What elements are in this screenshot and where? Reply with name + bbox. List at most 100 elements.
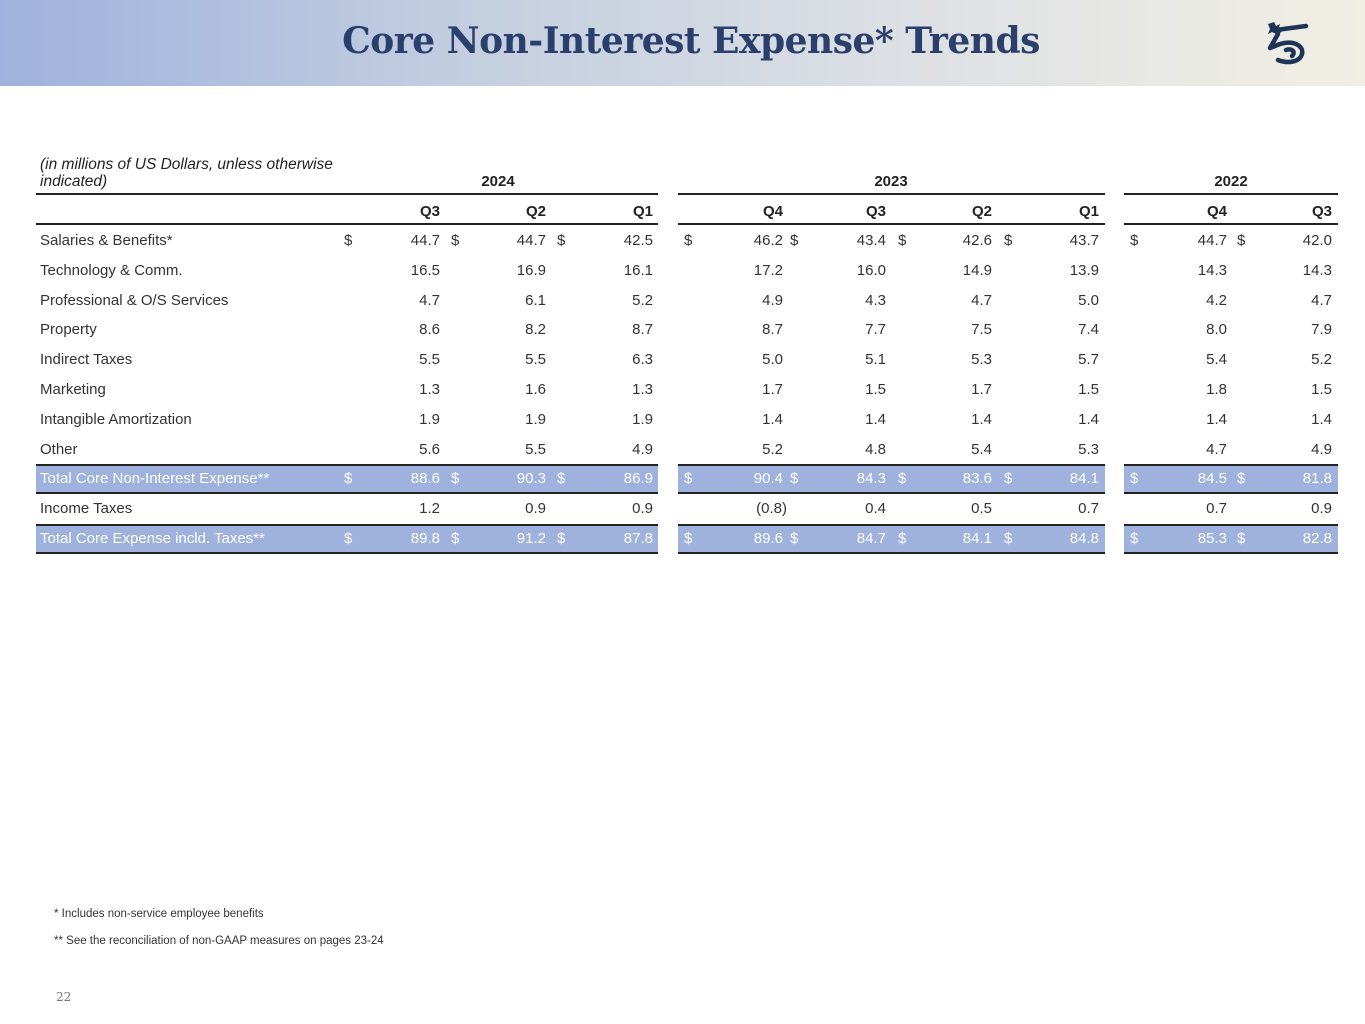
table-cell: 89.6 xyxy=(753,530,783,547)
table-cell: 8.7 xyxy=(632,321,653,339)
quarter-header: Q4 xyxy=(1206,203,1227,220)
year-divider-line xyxy=(1124,193,1338,195)
table-cell: 16.0 xyxy=(856,261,886,279)
table-cell: 1.5 xyxy=(1311,381,1332,398)
currency-symbol: $ xyxy=(451,470,460,488)
units-note-line-1: (in millions of US Dollars, unless other… xyxy=(40,156,333,173)
total-row-top-border xyxy=(36,464,658,467)
table-cell: 5.4 xyxy=(971,440,992,458)
table-cell: 44.7 xyxy=(1197,232,1227,249)
table-cell: 1.4 xyxy=(1206,410,1227,428)
table-cell: 1.5 xyxy=(1078,381,1099,398)
table-cell: 1.9 xyxy=(525,410,546,428)
total-row-shading xyxy=(678,464,1105,495)
table-cell: 0.5 xyxy=(971,500,992,518)
year-header-2024: 2024 xyxy=(481,173,515,190)
year-divider-line xyxy=(678,193,1105,195)
table-cell: 4.7 xyxy=(419,291,440,309)
table-row: Technology & Comm. 16.5 16.9 16.1 17.2 16.0 14… xyxy=(0,256,1365,286)
total-row-top-border xyxy=(678,524,1105,526)
table-cell: 5.0 xyxy=(762,351,783,369)
table-cell: 4.2 xyxy=(1206,291,1227,309)
total-row: Total Core Expense incld. Taxes** $89.8 $9… xyxy=(0,524,1365,554)
page-number: 22 xyxy=(56,990,72,1004)
table-row: Professional & O/S Services 4.7 6.1 5.2 4.9 4… xyxy=(0,286,1365,316)
quarter-header: Q3 xyxy=(865,203,886,220)
total-row-top-border xyxy=(678,464,1105,467)
table-cell: 4.9 xyxy=(762,291,783,309)
currency-symbol: $ xyxy=(1130,470,1139,488)
table-cell: 1.4 xyxy=(865,410,886,428)
currency-symbol: $ xyxy=(684,232,693,249)
row-label: Technology & Comm. xyxy=(40,261,183,279)
year-header-2022: 2022 xyxy=(1214,173,1248,190)
quarter-header: Q1 xyxy=(632,203,653,220)
row-label: Total Core Expense incld. Taxes** xyxy=(40,530,265,547)
table-cell: 4.7 xyxy=(1206,440,1227,458)
table-cell: 5.2 xyxy=(1311,351,1332,369)
currency-symbol: $ xyxy=(1004,470,1013,488)
table-cell: 5.2 xyxy=(632,291,653,309)
table-cell: 0.9 xyxy=(632,500,653,518)
total-row-top-border xyxy=(36,524,658,526)
table-cell: 91.2 xyxy=(516,530,546,547)
quarter-header: Q3 xyxy=(1311,203,1332,220)
table-row: Intangible Amortization 1.9 1.9 1.9 1.4 1.4 1.… xyxy=(0,405,1365,435)
row-label: Professional & O/S Services xyxy=(40,291,229,309)
table-cell: 0.4 xyxy=(865,500,886,518)
table-cell: 5.5 xyxy=(419,351,440,369)
table-cell: 0.9 xyxy=(1311,500,1332,518)
table-cell: 17.2 xyxy=(753,261,783,279)
table-cell: 85.3 xyxy=(1197,530,1227,547)
table-cell: 8.7 xyxy=(762,321,783,339)
table-cell: 5.0 xyxy=(1078,291,1099,309)
table-cell: 1.4 xyxy=(1311,410,1332,428)
total-row-top-border xyxy=(1124,464,1338,467)
currency-symbol: $ xyxy=(344,232,353,249)
currency-symbol: $ xyxy=(790,232,799,249)
quarter-header: Q4 xyxy=(762,203,783,220)
table-cell: 44.7 xyxy=(410,232,440,249)
currency-symbol: $ xyxy=(344,530,353,547)
total-row-shading xyxy=(36,524,658,554)
table-cell: 4.3 xyxy=(865,291,886,309)
row-label: Intangible Amortization xyxy=(40,410,192,428)
table-cell: 7.5 xyxy=(971,321,992,339)
table-cell: 5.7 xyxy=(1078,351,1099,369)
table-cell: 6.3 xyxy=(632,351,653,369)
currency-symbol: $ xyxy=(898,232,907,249)
table-cell: 89.8 xyxy=(410,530,440,547)
units-note-line-2: indicated) xyxy=(40,173,108,190)
currency-symbol: $ xyxy=(684,530,693,547)
table-cell: 42.6 xyxy=(962,232,992,249)
total-row-bottom-border xyxy=(1124,552,1338,554)
table-cell: 84.8 xyxy=(1069,530,1099,547)
table-cell: 1.2 xyxy=(419,500,440,518)
currency-symbol: $ xyxy=(898,470,907,488)
table-cell: 8.6 xyxy=(419,321,440,339)
table-cell: 4.8 xyxy=(865,440,886,458)
currency-symbol: $ xyxy=(451,232,460,249)
currency-symbol: $ xyxy=(790,530,799,547)
table-cell: 4.7 xyxy=(971,291,992,309)
table-cell: 14.3 xyxy=(1197,261,1227,279)
header-band xyxy=(0,0,1365,86)
table-cell: 5.5 xyxy=(525,351,546,369)
currency-symbol: $ xyxy=(344,470,353,488)
currency-symbol: $ xyxy=(790,470,799,488)
table-cell: 1.4 xyxy=(971,410,992,428)
table-cell: 4.7 xyxy=(1311,291,1332,309)
table-cell: 5.1 xyxy=(865,351,886,369)
table-cell: 5.3 xyxy=(1078,440,1099,458)
table-cell: 1.6 xyxy=(525,381,546,398)
table-cell: 0.7 xyxy=(1206,500,1227,518)
table-cell: 42.0 xyxy=(1302,232,1332,249)
table-cell: 1.3 xyxy=(632,381,653,398)
total-row-bottom-border xyxy=(1124,492,1338,495)
table-cell: 81.8 xyxy=(1302,470,1332,488)
total-row-bottom-border xyxy=(678,552,1105,554)
table-cell: 88.6 xyxy=(410,470,440,488)
quarter-divider-line xyxy=(1124,223,1338,225)
table-cell: 86.9 xyxy=(623,470,653,488)
table-cell: 6.1 xyxy=(525,291,546,309)
